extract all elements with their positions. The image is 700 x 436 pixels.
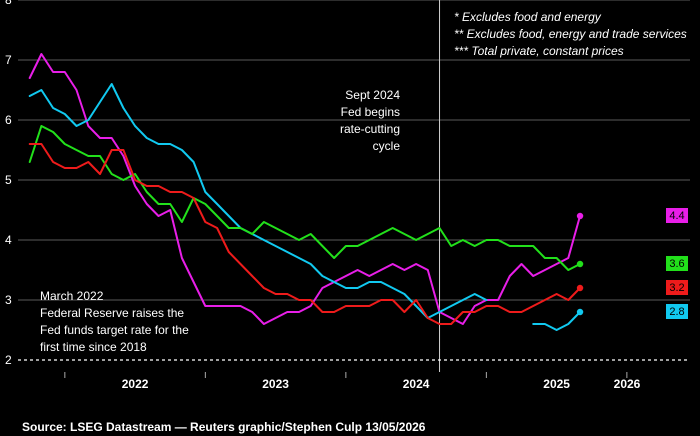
series-line-3 [28, 125, 581, 271]
x-tick-2024: 2024 [403, 377, 430, 391]
series-lines [28, 53, 584, 331]
series-end-marker-3 [576, 260, 584, 268]
y-tick-8: 8 [5, 0, 12, 7]
series-end-label-4: 3.2 [669, 282, 684, 294]
y-tick-4: 4 [5, 233, 12, 247]
fed-cut-line-3: rate-cutting [339, 122, 400, 136]
march-2022-line-4: first time since 2018 [40, 340, 147, 354]
series-end-badge-4 [666, 280, 688, 295]
series-end-badge-1 [666, 208, 688, 223]
note-3: *** Total private, constant prices [454, 44, 624, 58]
y-tick-7: 7 [5, 53, 12, 67]
series-end-label-2: 2.8 [669, 306, 684, 318]
y-axis-tick-labels: 8 7 6 5 4 3 2 [5, 0, 12, 367]
fed-cut-line-2: Fed begins [340, 105, 400, 119]
fed-cut-line-1: Sept 2024 [345, 88, 400, 102]
series-end-badge-2 [666, 304, 688, 319]
y-tick-6: 6 [5, 113, 12, 127]
x-tick-2023: 2023 [262, 377, 289, 391]
x-tick-2022: 2022 [122, 377, 149, 391]
series-line-2 [28, 83, 581, 331]
series-end-labels: 4.4 2.8 3.6 3.2 [666, 208, 688, 319]
chart-grid [18, 0, 690, 378]
note-2: ** Excludes food, energy and trade servi… [454, 27, 687, 41]
x-tick-2025: 2025 [543, 377, 570, 391]
x-axis-tick-labels: 2022 2023 2024 2025 2026 [122, 377, 641, 391]
source-credit: Source: LSEG Datastream — Reuters graphi… [22, 420, 426, 434]
march-2022-line-1: March 2022 [40, 289, 104, 303]
march-2022-line-2: Federal Reserve raises the [40, 306, 185, 320]
y-tick-2: 2 [5, 353, 12, 367]
series-end-label-1: 4.4 [669, 210, 684, 222]
series-line-4 [28, 143, 581, 325]
series-end-marker-4 [576, 284, 584, 292]
march-2022-annotation: March 2022 Federal Reserve raises the Fe… [40, 288, 210, 356]
march-2022-line-3: Fed funds target rate for the [40, 323, 189, 337]
note-1: * Excludes food and energy [454, 10, 601, 24]
series-end-marker-1 [576, 212, 584, 220]
fed-cut-line-4: cycle [372, 139, 400, 153]
series-end-label-3: 3.6 [669, 258, 684, 270]
series-end-badge-3 [666, 256, 688, 271]
chart-notes: * Excludes food and energy ** Excludes f… [454, 9, 687, 60]
series-line-1 [28, 53, 581, 325]
y-tick-3: 3 [5, 293, 12, 307]
fed-cut-annotation: Sept 2024 Fed begins rate-cutting cycle [330, 87, 400, 155]
y-tick-5: 5 [5, 173, 12, 187]
series-end-marker-2 [576, 308, 584, 316]
x-tick-2026: 2026 [614, 377, 641, 391]
